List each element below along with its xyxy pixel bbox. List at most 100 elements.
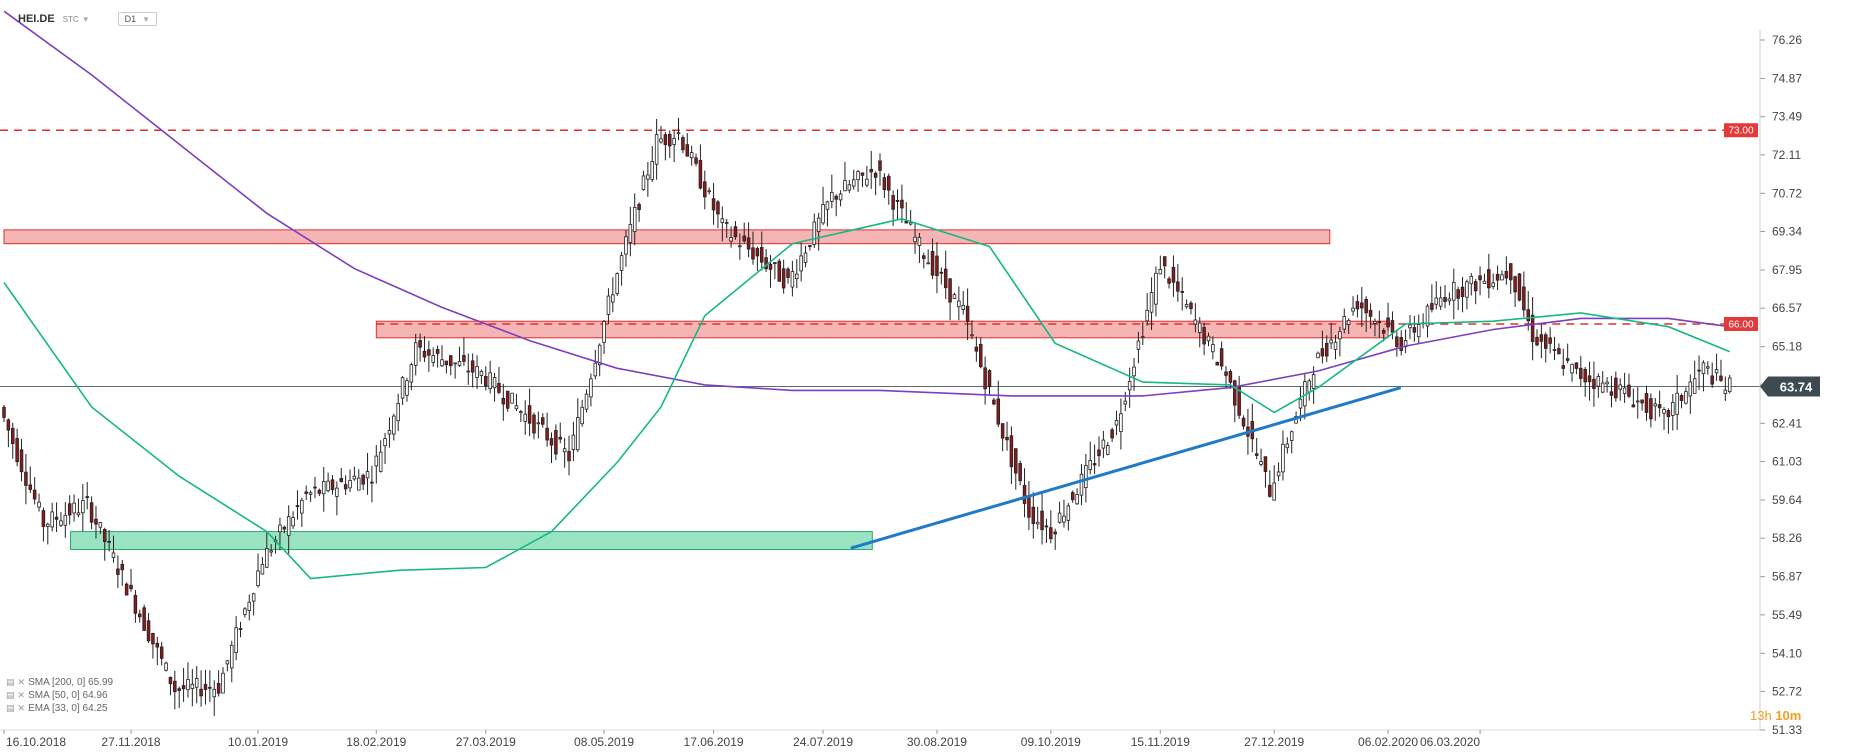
- candle-body: [32, 489, 37, 500]
- candle-body: [1456, 289, 1460, 299]
- y-tick-label: 69.34: [1772, 225, 1802, 239]
- candle-body: [67, 503, 72, 516]
- candle-body: [1710, 375, 1714, 385]
- close-icon[interactable]: ✕: [17, 690, 26, 700]
- timer-hours: 13h: [1750, 708, 1772, 723]
- candle-body: [1482, 280, 1487, 284]
- candle-body: [584, 393, 589, 410]
- candle-body: [1127, 381, 1132, 391]
- candle-body: [1040, 510, 1044, 531]
- candle-body: [164, 662, 168, 671]
- candle-body: [895, 200, 900, 202]
- candle-body: [930, 251, 935, 276]
- candle-body: [1268, 484, 1272, 497]
- candle-body: [1649, 398, 1653, 420]
- x-tick-label: 27.03.2019: [456, 735, 516, 749]
- x-tick-label: 08.05.2019: [574, 735, 634, 749]
- candle-body: [654, 134, 659, 165]
- candle-body: [540, 417, 545, 425]
- candle-body: [1044, 525, 1049, 528]
- source-selector[interactable]: STC ▼: [63, 15, 90, 24]
- candle-body: [1289, 431, 1294, 441]
- candle-body: [98, 522, 103, 528]
- candle-body: [1057, 512, 1062, 523]
- candle-body: [1333, 341, 1338, 350]
- timeframe-dropdown[interactable]: D1 ▼: [117, 12, 158, 26]
- close-icon[interactable]: ✕: [17, 703, 26, 713]
- candle-body: [199, 688, 203, 697]
- candle-body: [216, 682, 221, 694]
- candle-body: [1224, 371, 1228, 376]
- candle-countdown: 13h 10m: [1750, 708, 1801, 723]
- legend-label: SMA [50, 0] 64.96: [28, 690, 108, 701]
- candle-body: [1368, 309, 1373, 317]
- candle-body: [1342, 316, 1347, 330]
- candle-body: [1706, 366, 1710, 369]
- candle-body: [357, 477, 361, 491]
- symbol-label[interactable]: HEI.DE: [18, 13, 55, 25]
- candle-body: [497, 382, 501, 393]
- candle-body: [1495, 273, 1500, 281]
- candle-body: [286, 516, 291, 536]
- candle-body: [256, 570, 260, 587]
- candle-body: [120, 563, 125, 571]
- candle-body: [1254, 453, 1259, 456]
- candle-body: [821, 204, 825, 224]
- candle-body: [1666, 409, 1671, 418]
- candle-body: [549, 438, 554, 446]
- candle-body: [81, 500, 85, 514]
- candle-body: [1154, 272, 1158, 305]
- candle-body: [212, 688, 216, 698]
- candle-body: [759, 247, 764, 263]
- candle-body: [681, 137, 685, 151]
- candle-body: [1574, 362, 1579, 369]
- candle-body: [28, 484, 33, 490]
- candle-body: [523, 413, 527, 422]
- candle-body: [1491, 282, 1495, 287]
- candle-body: [808, 245, 812, 247]
- candle-body: [1653, 403, 1658, 407]
- candle-body: [440, 359, 444, 367]
- y-tick-label: 52.72: [1772, 685, 1802, 699]
- candle-body: [1408, 324, 1412, 329]
- candle-body: [1390, 320, 1395, 333]
- settings-icon[interactable]: ▤: [6, 690, 15, 700]
- candle-body: [427, 349, 431, 356]
- candle-body: [1075, 493, 1079, 505]
- candle-body: [1162, 256, 1167, 267]
- candle-body: [1548, 337, 1552, 344]
- candle-body: [1377, 321, 1382, 323]
- candle-body: [1110, 429, 1114, 439]
- candle-body: [619, 255, 624, 271]
- candle-body: [632, 206, 637, 232]
- candle-body: [361, 474, 365, 485]
- candle-body: [1084, 465, 1088, 489]
- candle-body: [558, 436, 563, 440]
- candle-body: [1465, 281, 1469, 298]
- candle-body: [409, 364, 414, 383]
- candle-body: [1684, 391, 1688, 404]
- candle-body: [1487, 269, 1491, 289]
- candle-body: [1346, 320, 1351, 325]
- candle-body: [11, 427, 15, 445]
- candle-body: [2, 406, 6, 418]
- settings-icon[interactable]: ▤: [6, 677, 15, 687]
- candle-body: [335, 487, 339, 497]
- candle-body: [1522, 286, 1526, 311]
- candle-body: [1416, 324, 1421, 338]
- candle-body: [431, 355, 435, 363]
- candle-body: [703, 181, 707, 198]
- candle-body: [1425, 305, 1430, 327]
- candle-body: [1381, 329, 1386, 334]
- candle-body: [400, 377, 405, 399]
- candle-body: [1561, 365, 1566, 369]
- candle-body: [374, 455, 379, 467]
- candle-body: [282, 526, 287, 530]
- settings-icon[interactable]: ▤: [6, 703, 15, 713]
- candle-body: [116, 568, 120, 575]
- candle-body: [510, 392, 514, 404]
- close-icon[interactable]: ✕: [17, 677, 26, 687]
- candle-body: [672, 137, 676, 145]
- candle-body: [208, 686, 212, 689]
